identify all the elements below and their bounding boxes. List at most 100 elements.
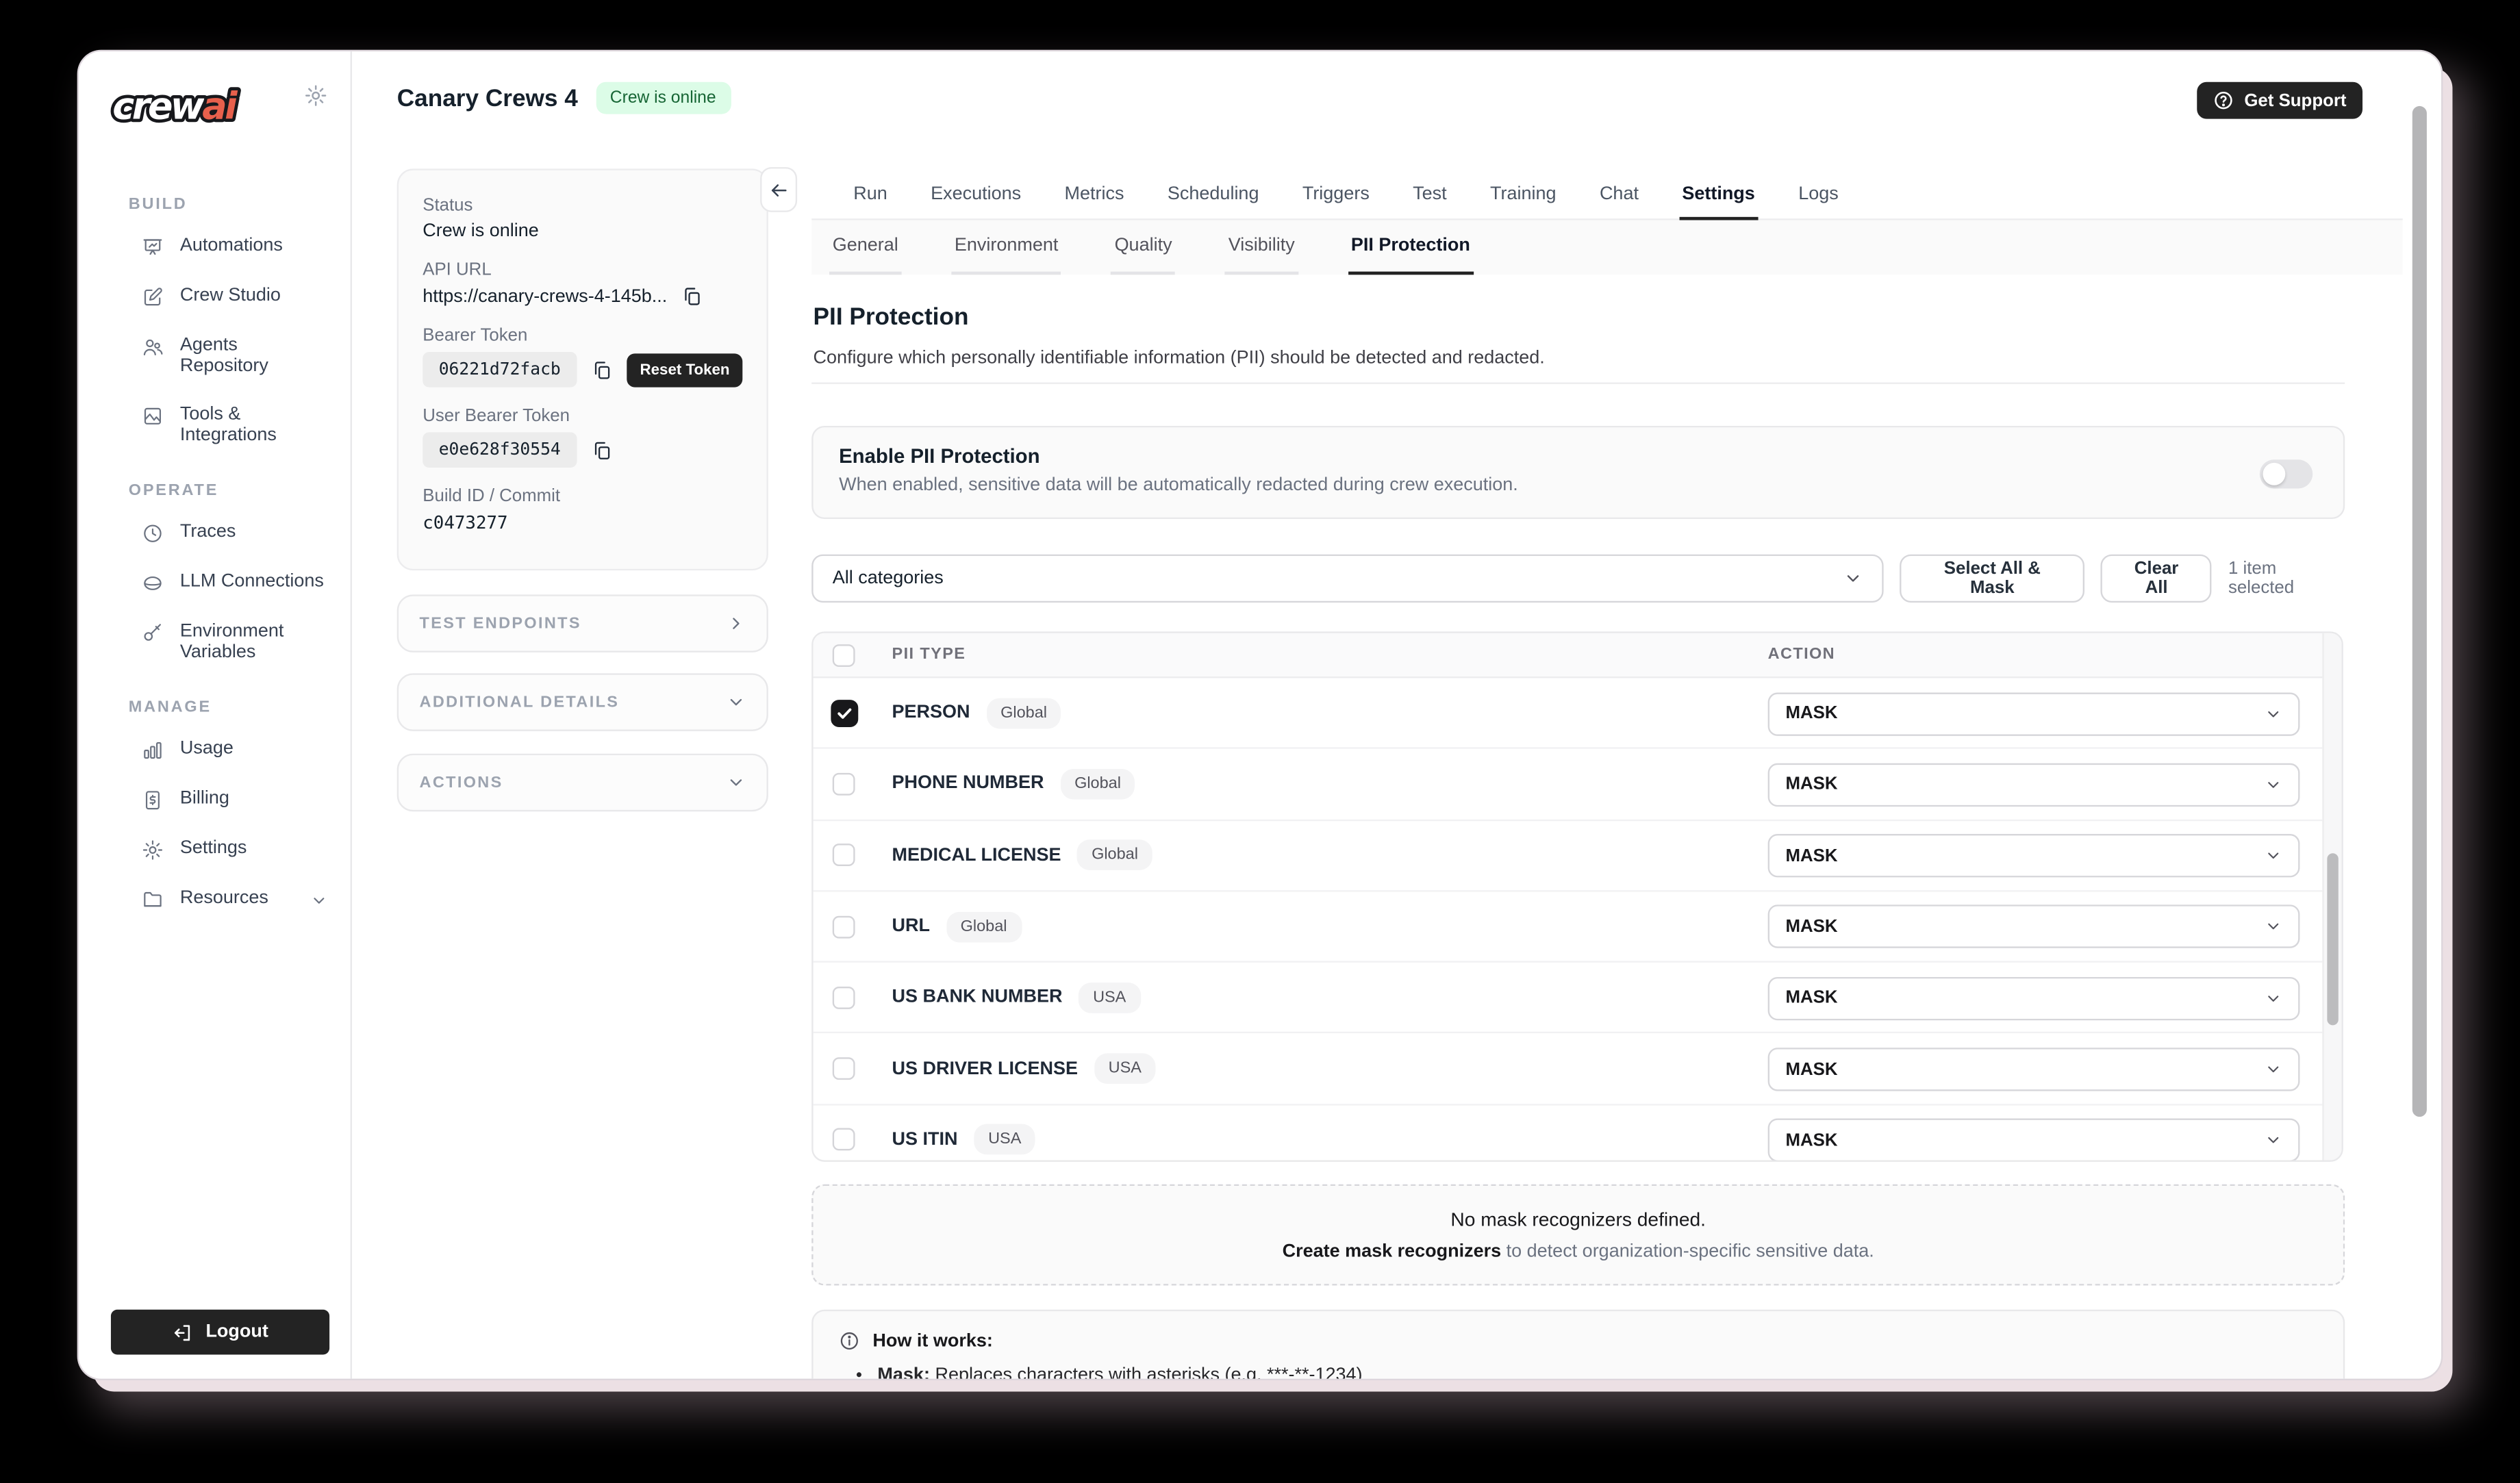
table-row: URL Global MASK — [813, 891, 2342, 963]
action-select-value: MASK — [1785, 917, 1838, 937]
gear-icon[interactable] — [304, 84, 328, 107]
actions-card[interactable]: ACTIONS — [396, 753, 768, 812]
scope-badge: Global — [1076, 839, 1153, 871]
row-checkbox[interactable] — [832, 986, 855, 1009]
sidebar-item-traces[interactable]: Traces — [79, 522, 351, 545]
row-checkbox[interactable] — [832, 915, 855, 938]
sidebar-item-llm-connections[interactable]: LLM Connections — [79, 572, 351, 595]
help-circle-icon — [2214, 90, 2235, 111]
subtab-general[interactable]: General — [829, 220, 902, 275]
select-all-mask-button[interactable]: Select All & Mask — [1900, 554, 2085, 603]
action-select-value: MASK — [1785, 775, 1838, 795]
sidebar-item-tools-integrations[interactable]: Tools & Integrations — [79, 405, 351, 446]
sidebar-item-environment-variables[interactable]: Environment Variables — [79, 622, 351, 663]
collapse-panel-button[interactable] — [760, 167, 798, 212]
action-select[interactable]: MASK — [1767, 834, 2300, 878]
additional-details-card[interactable]: ADDITIONAL DETAILS — [396, 673, 768, 731]
tab-scheduling[interactable]: Scheduling — [1167, 183, 1259, 203]
sidebar-item-settings[interactable]: Settings — [79, 839, 351, 861]
pii-type-label: US DRIVER LICENSE — [892, 1059, 1079, 1079]
copy-icon[interactable] — [591, 440, 612, 461]
tab-logs[interactable]: Logs — [1798, 183, 1839, 203]
sidebar-item-label: Usage — [179, 739, 234, 759]
app-window: crewai BUILD Automa — [79, 51, 2442, 1379]
copy-icon[interactable] — [681, 286, 703, 307]
category-dropdown[interactable]: All categories — [811, 554, 1885, 603]
chevron-down-icon — [727, 693, 746, 712]
subtab-environment[interactable]: Environment — [951, 220, 1062, 275]
sidebar-item-agents-repository[interactable]: Agents Repository — [79, 336, 351, 378]
test-endpoints-card[interactable]: TEST ENDPOINTS — [396, 594, 768, 652]
action-select[interactable]: MASK — [1767, 976, 2300, 1020]
actions-label: ACTIONS — [419, 774, 503, 791]
sidebar-item-usage[interactable]: Usage — [79, 739, 351, 762]
main-content: Run Executions Metrics Scheduling Trigge… — [811, 168, 2403, 1379]
pii-type-label: US BANK NUMBER — [892, 987, 1063, 1008]
edit-pencil-icon — [142, 286, 164, 309]
sidebar-item-label: Agents Repository — [179, 335, 268, 377]
row-checkbox[interactable] — [832, 1128, 855, 1152]
table-row: US ITIN USA MASK — [814, 1105, 2342, 1161]
tab-chat[interactable]: Chat — [1599, 183, 1639, 203]
action-select-value: MASK — [1785, 1059, 1838, 1080]
crewai-logo: crewai — [110, 81, 244, 131]
action-select[interactable]: MASK — [1767, 692, 2300, 735]
sidebar-item-resources[interactable]: Resources — [79, 889, 351, 911]
sidebar-item-label: Resources — [179, 888, 268, 909]
key-icon — [142, 622, 164, 644]
table-scrollbar-thumb[interactable] — [2326, 853, 2338, 1026]
sidebar-item-automations[interactable]: Automations — [79, 236, 351, 259]
table-row: US DRIVER LICENSE USA MASK — [813, 1034, 2342, 1106]
subtab-visibility[interactable]: Visibility — [1225, 220, 1298, 275]
page-scrollbar-thumb[interactable] — [2412, 105, 2427, 1117]
tab-triggers[interactable]: Triggers — [1302, 183, 1370, 203]
row-checkbox[interactable] — [831, 699, 859, 727]
get-support-button[interactable]: Get Support — [2197, 81, 2363, 119]
row-checkbox[interactable] — [832, 844, 855, 867]
bearer-token-value: 06221d72facb — [423, 351, 577, 388]
scope-badge: Global — [1059, 768, 1136, 800]
action-select[interactable]: MASK — [1767, 1048, 2300, 1091]
select-all-checkbox[interactable] — [832, 643, 855, 666]
tab-executions[interactable]: Executions — [931, 183, 1022, 203]
folder-icon — [142, 889, 164, 911]
tab-metrics[interactable]: Metrics — [1064, 183, 1124, 203]
sidebar-item-label: Automations — [179, 236, 283, 256]
subtab-quality[interactable]: Quality — [1111, 220, 1176, 275]
action-select[interactable]: MASK — [1767, 905, 2300, 949]
chevron-down-icon — [727, 773, 746, 792]
sidebar-item-billing[interactable]: Billing — [79, 789, 351, 811]
selected-count: 1 item selected — [2228, 559, 2295, 598]
toggle-knob — [2263, 462, 2286, 485]
main-tabs: Run Executions Metrics Scheduling Trigge… — [811, 168, 2403, 221]
sidebar-header: crewai — [79, 51, 351, 138]
copy-icon[interactable] — [591, 359, 612, 381]
tab-test[interactable]: Test — [1413, 183, 1447, 203]
create-mask-recognizers-link[interactable]: Create mask recognizers — [1282, 1242, 1502, 1262]
action-select[interactable]: MASK — [1767, 763, 2300, 807]
mask-recognizers-empty-state: No mask recognizers defined. Create mask… — [811, 1184, 2345, 1286]
logout-button[interactable]: Logout — [110, 1309, 330, 1355]
sidebar-item-crew-studio[interactable]: Crew Studio — [79, 286, 351, 309]
reset-token-button[interactable]: Reset Token — [627, 353, 743, 387]
enable-pii-toggle[interactable] — [2259, 459, 2313, 489]
action-select-value: MASK — [1785, 704, 1838, 724]
crew-status-panel: Status Crew is online API URL https://ca… — [396, 168, 768, 571]
subtab-pii-protection[interactable]: PII Protection — [1348, 220, 1474, 275]
table-scrollbar-track — [2322, 633, 2342, 1161]
table-header: PII TYPE ACTION — [813, 633, 2342, 679]
clear-all-button[interactable]: Clear All — [2100, 554, 2213, 603]
row-checkbox[interactable] — [832, 772, 855, 796]
pii-section-description: Configure which personally identifiable … — [813, 348, 1545, 368]
tab-run[interactable]: Run — [853, 183, 887, 203]
column-header-action: ACTION — [1767, 646, 1836, 664]
action-select[interactable]: MASK — [1767, 1119, 2300, 1161]
how-it-works-list: Mask: Replaces characters with asterisks… — [877, 1366, 2317, 1379]
tab-training[interactable]: Training — [1490, 183, 1557, 203]
pii-type-label: PERSON — [892, 703, 970, 723]
tab-settings[interactable]: Settings — [1678, 168, 1759, 221]
sidebar-item-label: Environment Variables — [179, 622, 284, 662]
row-checkbox[interactable] — [832, 1057, 855, 1080]
section-divider — [811, 382, 2345, 384]
logout-icon — [172, 1321, 193, 1343]
